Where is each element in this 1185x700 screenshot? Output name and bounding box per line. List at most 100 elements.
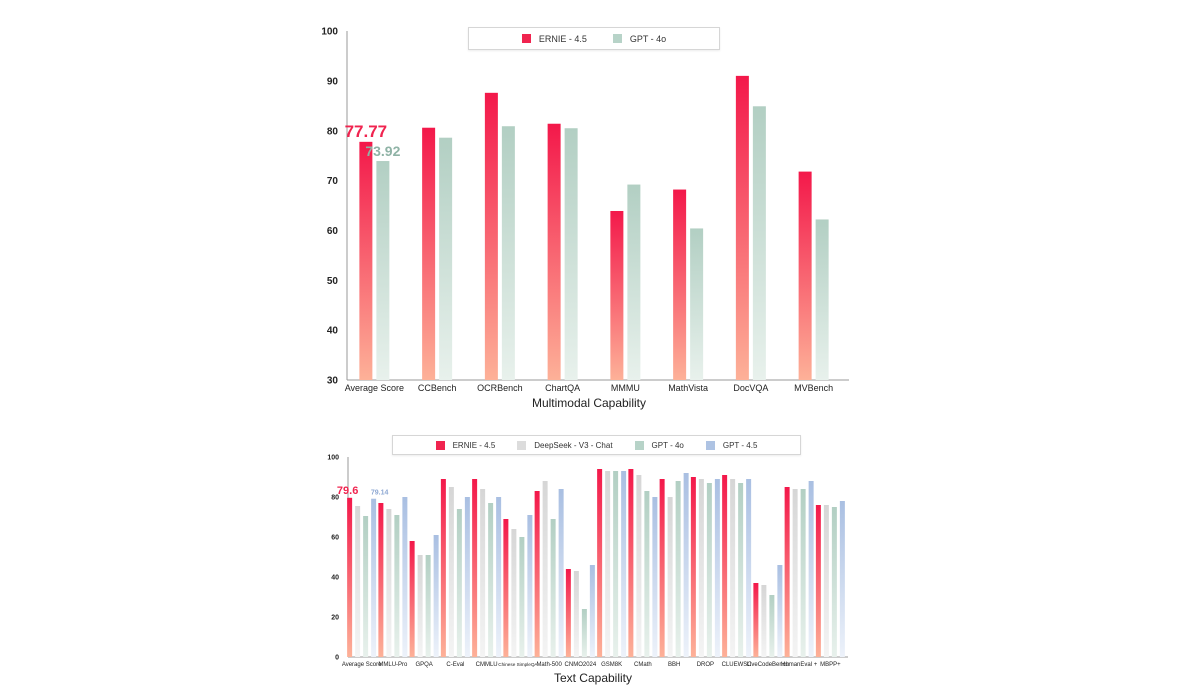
bar-gpt-4o-cmath xyxy=(644,491,650,657)
x-tick-label: Chinese SimpleQA xyxy=(498,662,538,667)
y-tick-label: 90 xyxy=(327,76,339,87)
y-tick-label: 60 xyxy=(331,535,339,542)
bar-ernie-4-5-mmmu xyxy=(610,210,624,380)
bar-gpt-4o-cmmlu xyxy=(488,503,494,657)
legend-item-deepseek: DeepSeek - V3 - Chat xyxy=(517,440,613,450)
x-tick-label: C-Eval xyxy=(446,662,464,668)
y-tick-label: 20 xyxy=(331,615,339,622)
x-tick-label: DROP xyxy=(697,662,714,668)
x-tick-label: MathVista xyxy=(668,383,708,393)
y-tick-label: 80 xyxy=(331,495,339,502)
bar-gpt-4o-gpqa xyxy=(425,555,431,657)
bar-gpt-4-5-mbpp xyxy=(839,501,845,657)
bar-ernie-4-5-mathvista xyxy=(673,189,687,380)
bar-deepseek-v3-chat-mmlu-pro xyxy=(386,509,392,657)
legend-label-gpt45: GPT - 4.5 xyxy=(722,440,758,450)
y-tick-label: 60 xyxy=(327,226,339,237)
x-tick-label: HumanEval + xyxy=(781,662,818,668)
bar-ernie-4-5-gpqa xyxy=(409,541,415,657)
x-tick-label: MVBench xyxy=(794,383,833,393)
bar-gpt-4-5-drop xyxy=(714,479,720,657)
x-tick-label: CNMO2024 xyxy=(565,662,597,668)
x-tick-label: CMath xyxy=(634,662,652,668)
bar-deepseek-v3-chat-gsm8k xyxy=(605,471,611,657)
bar-gpt-4o-mmlu-pro xyxy=(394,515,400,657)
bar-ernie-4-5-ocrbench xyxy=(484,92,498,380)
bar-gpt-4o-humaneval xyxy=(800,489,806,657)
legend-item-gpt4o: GPT - 4o xyxy=(634,440,684,450)
x-tick-label: CMMLU xyxy=(476,662,498,668)
bar-deepseek-v3-chat-gpqa xyxy=(417,555,423,657)
bar-ernie-4-5-gsm8k xyxy=(597,469,603,657)
bar-deepseek-v3-chat-c-eval xyxy=(448,487,454,657)
bar-ernie-4-5-cnmo2024 xyxy=(565,569,571,657)
bar-ernie-4-5-drop xyxy=(690,477,696,657)
bar-gpt-4o-c-eval xyxy=(456,509,462,657)
legend-swatch-gpt4o xyxy=(634,440,644,450)
y-tick-label: 80 xyxy=(327,126,339,137)
bar-gpt-4o-average-score xyxy=(363,516,369,657)
bar-gpt-4o-mathvista xyxy=(690,228,704,380)
bar-ernie-4-5-math-500 xyxy=(534,491,540,657)
legend-swatch-deepseek xyxy=(517,440,527,450)
legend-text: ERNIE - 4.5 DeepSeek - V3 - Chat GPT - 4… xyxy=(392,435,801,455)
y-tick-label: 40 xyxy=(327,326,339,337)
bar-ernie-4-5-ccbench xyxy=(422,127,436,380)
bar-deepseek-v3-chat-cmath xyxy=(636,475,642,657)
bar-gpt-4o-mmmu xyxy=(627,184,641,380)
x-axis-title-text: Text Capability xyxy=(553,671,633,685)
bar-gpt-4-5-c-eval xyxy=(464,497,470,657)
legend-label-gpt4o: GPT - 4o xyxy=(629,33,667,44)
y-tick-label: 50 xyxy=(327,276,339,287)
bar-deepseek-v3-chat-livecodebench xyxy=(761,585,767,657)
multimodal-chart: 30 40 50 60 70 80 90 100 Average Score CCBench OCR… xyxy=(321,27,849,393)
bar-gpt-4o-mvbench xyxy=(815,219,829,380)
bar-gpt-4o-math-500 xyxy=(550,519,556,657)
bar-ernie-4-5-bbh xyxy=(659,479,665,657)
legend-item-gpt45: GPT - 4.5 xyxy=(705,440,758,450)
bar-gpt-4-5-chinese-simpleqa xyxy=(527,515,533,657)
x-tick-label: CLUEWSC xyxy=(722,662,753,668)
bar-deepseek-v3-chat-cmmlu xyxy=(480,489,486,657)
bar-gpt-4-5-cmath xyxy=(652,497,658,657)
legend-multimodal: ERNIE - 4.5 GPT - 4o xyxy=(468,27,720,50)
legend-label-deepseek: DeepSeek - V3 - Chat xyxy=(534,440,613,450)
bar-gpt-4-5-cmmlu xyxy=(496,497,502,657)
data-label: 73.92 xyxy=(365,143,400,159)
x-tick-label: ChartQA xyxy=(545,383,580,393)
x-tick-label: Average Score xyxy=(342,662,382,668)
legend-swatch-gpt4o xyxy=(612,34,622,43)
legend-label-ernie: ERNIE - 4.5 xyxy=(538,33,587,44)
x-tick-label: OCRBench xyxy=(477,383,523,393)
bar-ernie-4-5-chinese-simpleqa xyxy=(503,519,509,657)
x-tick-label: Average Score xyxy=(345,383,404,393)
bar-ernie-4-5-chartqa xyxy=(547,123,561,380)
bar-deepseek-v3-chat-chinese-simpleqa xyxy=(511,529,517,657)
x-tick-label: LiveCodeBench xyxy=(747,662,789,668)
bar-ernie-4-5-humaneval xyxy=(784,487,790,657)
bar-ernie-4-5-cmath xyxy=(628,469,634,657)
legend-label-ernie: ERNIE - 4.5 xyxy=(452,440,496,450)
y-tick-label: 100 xyxy=(327,455,339,462)
bar-gpt-4o-drop xyxy=(706,483,712,657)
bar-gpt-4-5-livecodebench xyxy=(777,565,783,657)
data-label: 79.6 xyxy=(337,485,358,497)
x-tick-label: Math-500 xyxy=(536,662,562,668)
y-tick-label: 30 xyxy=(327,376,339,387)
bar-ernie-4-5-cmmlu xyxy=(472,479,478,657)
bar-gpt-4-5-mmlu-pro xyxy=(402,497,408,657)
bar-gpt-4o-livecodebench xyxy=(769,595,775,657)
x-tick-label: DocVQA xyxy=(733,383,768,393)
bar-ernie-4-5-livecodebench xyxy=(753,583,759,657)
legend-item-ernie: ERNIE - 4.5 xyxy=(435,440,496,450)
bar-deepseek-v3-chat-humaneval xyxy=(792,489,798,657)
bar-gpt-4o-ocrbench xyxy=(501,126,515,380)
x-tick-label: GPQA xyxy=(415,662,432,668)
bar-gpt-4o-bbh xyxy=(675,481,681,657)
bar-deepseek-v3-chat-average-score xyxy=(355,506,361,657)
bar-gpt-4-5-math-500 xyxy=(558,489,564,657)
bar-ernie-4-5-docvqa xyxy=(735,75,749,380)
bar-deepseek-v3-chat-mbpp xyxy=(823,505,829,657)
bar-deepseek-v3-chat-drop xyxy=(698,479,704,657)
